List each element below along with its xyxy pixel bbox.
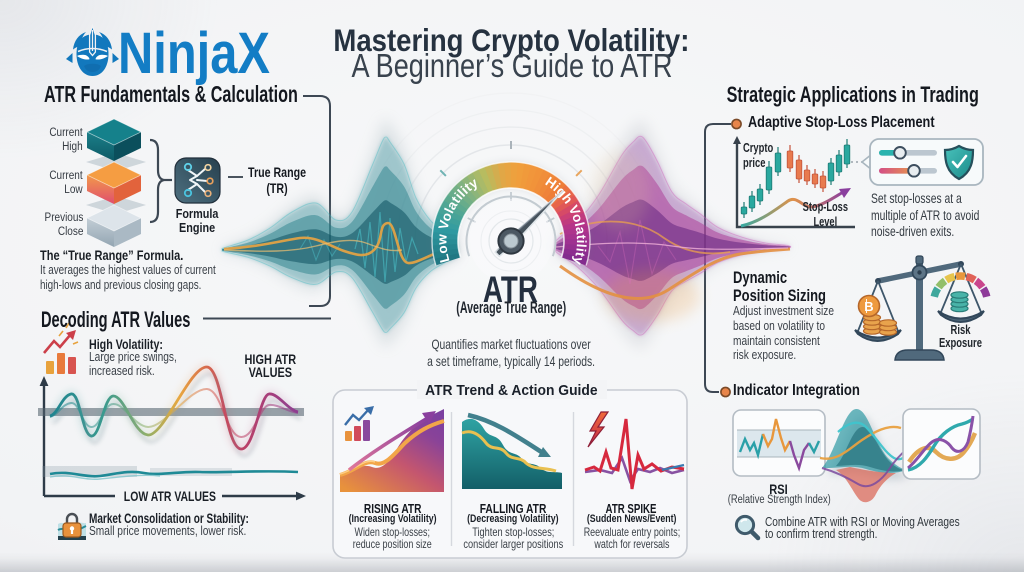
svg-text:B: B [864, 299, 873, 314]
